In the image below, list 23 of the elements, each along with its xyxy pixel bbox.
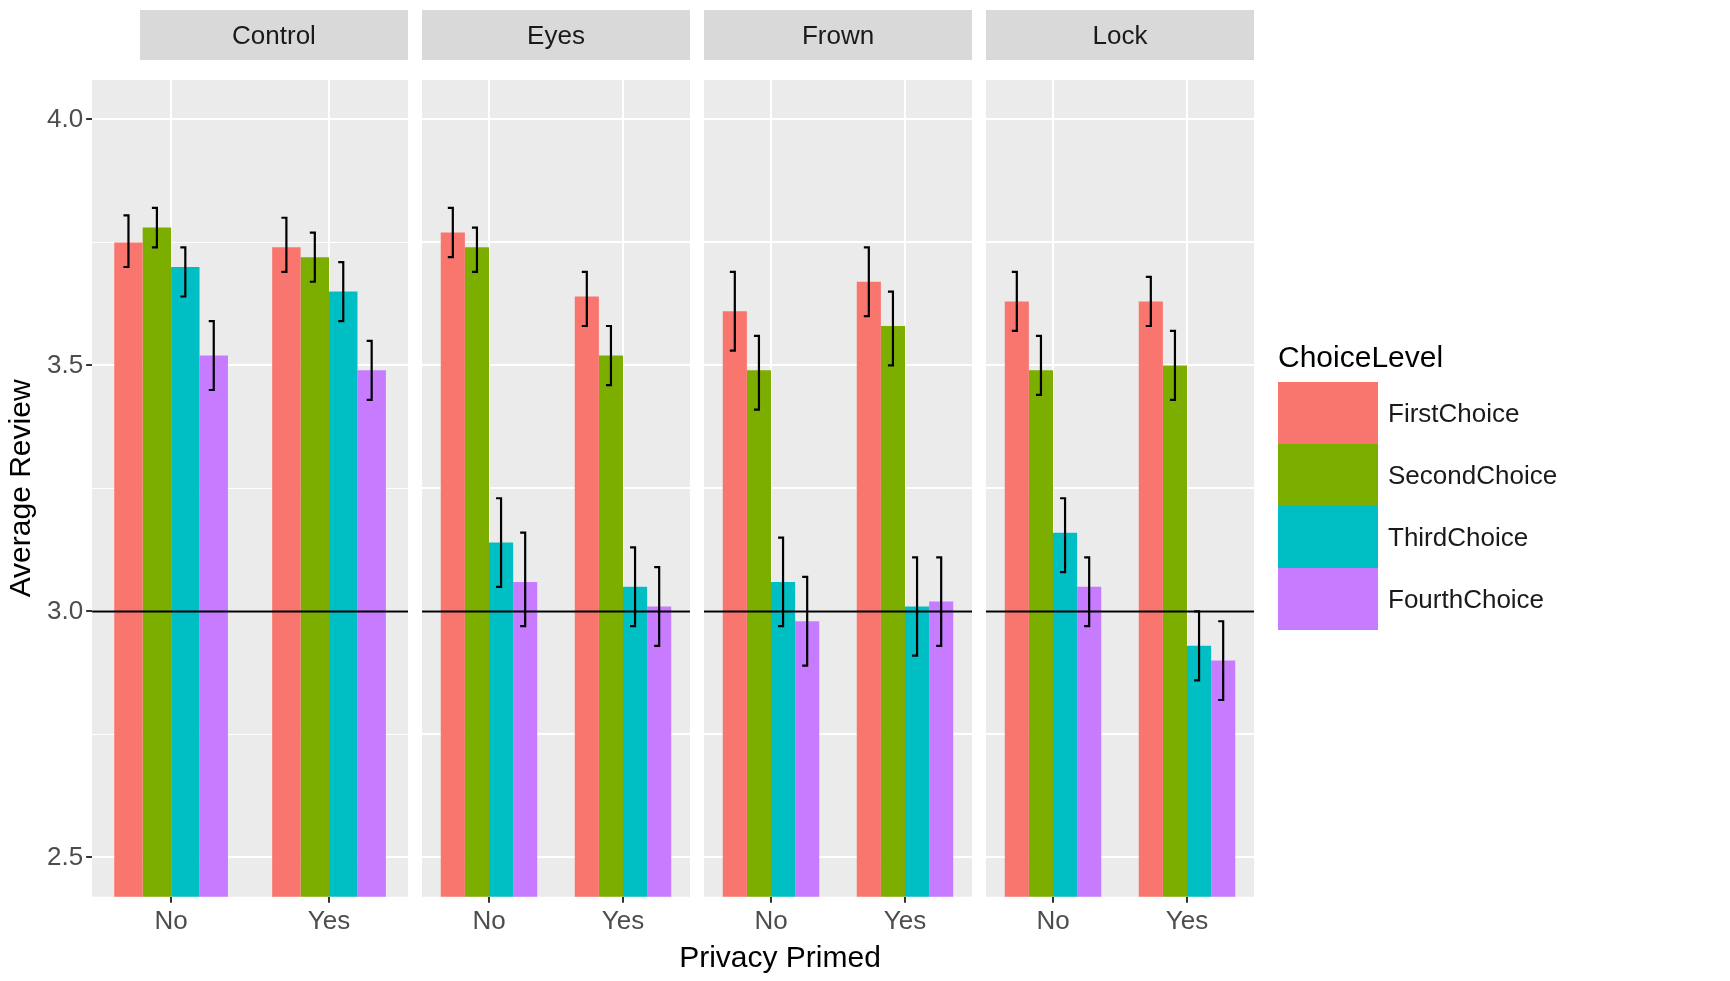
legend-label: FourthChoice [1388,583,1545,615]
x-tick-label: No [472,904,506,935]
legend-label: SecondChoice [1388,459,1558,491]
y-axis-title: Average Review [3,379,37,598]
x-tick-label: Yes [307,904,351,935]
chart-title: Eyes [422,10,690,60]
chart-title: Lock [986,10,1254,60]
x-axis-title: Privacy Primed [678,940,882,974]
x-tick-label: No [154,904,188,935]
chart-title: Frown [704,10,972,60]
x-tick-label: Yes [883,904,927,935]
x-tick-label: No [754,904,788,935]
x-tick-label: Yes [601,904,645,935]
x-tick-label: No [1036,904,1070,935]
y-tick-label: 2.5 [46,840,84,871]
legend-label: ThirdChoice [1388,521,1529,553]
x-tick-label: Yes [1165,904,1209,935]
y-tick-label: 4.0 [46,102,84,133]
legend-title: ChoiceLevel [1278,340,1445,374]
chart-title: Control [140,10,408,60]
legend-label: FirstChoice [1388,397,1520,429]
y-tick-label: 3.5 [46,348,84,379]
y-tick-label: 3.0 [46,594,84,625]
